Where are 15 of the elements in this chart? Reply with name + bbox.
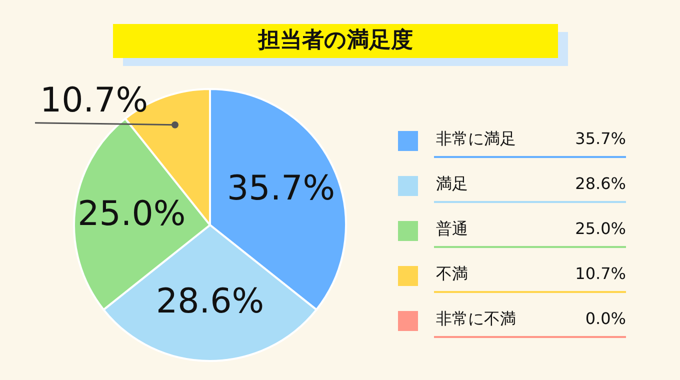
text: 25.0% bbox=[575, 219, 626, 238]
legend-label: 普通 bbox=[436, 219, 468, 240]
text: 28.6% bbox=[575, 174, 626, 193]
data-label: 25.0% bbox=[78, 194, 186, 234]
legend-label: 非常に満足 bbox=[436, 129, 516, 150]
legend-label: 満足 bbox=[436, 174, 468, 195]
text: 10.7% bbox=[575, 264, 626, 283]
data-label: 28.6% bbox=[156, 282, 264, 322]
text: 35.7% bbox=[575, 129, 626, 148]
chart-title: 担当者の満足度 bbox=[113, 24, 558, 58]
legend-label: 不満 bbox=[436, 264, 468, 285]
data-label: 10.7% bbox=[40, 80, 148, 121]
text: 0.0% bbox=[585, 309, 626, 328]
data-label: 35.7% bbox=[227, 168, 336, 209]
legend-label: 非常に不満 bbox=[436, 309, 516, 330]
